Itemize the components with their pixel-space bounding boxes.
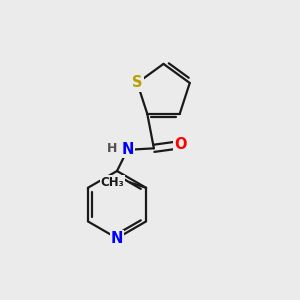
- Text: N: N: [111, 231, 123, 246]
- Text: O: O: [174, 137, 187, 152]
- Text: H: H: [107, 142, 117, 155]
- Text: S: S: [132, 76, 142, 91]
- Text: CH₃: CH₃: [101, 176, 124, 189]
- Text: N: N: [121, 142, 134, 157]
